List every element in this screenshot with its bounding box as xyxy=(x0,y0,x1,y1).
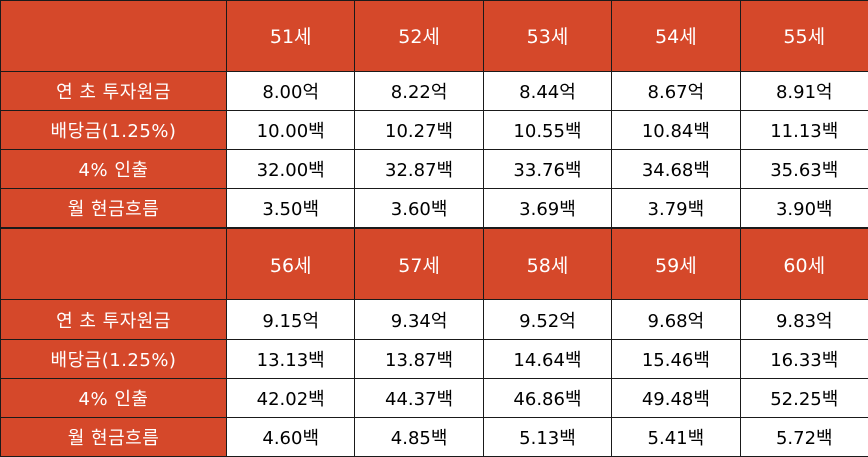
value-cell: 10.84백 xyxy=(611,110,741,151)
row-label: 배당금(1.25%) xyxy=(0,338,227,379)
value-cell: 9.83억 xyxy=(739,299,868,340)
row-label: 연 초 투자원금 xyxy=(0,299,227,340)
value-cell: 35.63백 xyxy=(739,149,868,190)
age-header-cell: 56세 xyxy=(225,227,356,301)
value-cell: 10.27백 xyxy=(354,110,484,151)
value-cell: 49.48백 xyxy=(611,377,741,418)
value-cell: 32.87백 xyxy=(354,149,484,190)
value-cell: 8.91억 xyxy=(739,70,868,112)
age-header-row: 56세 57세 58세 59세 60세 xyxy=(0,227,868,301)
value-cell: 11.13백 xyxy=(739,110,868,151)
value-cell: 34.68백 xyxy=(611,149,741,190)
value-cell: 9.68억 xyxy=(611,299,741,340)
table-row: 연 초 투자원금 8.00억 8.22억 8.44억 8.67억 8.91억 xyxy=(0,70,868,112)
value-cell: 3.79백 xyxy=(611,188,741,229)
age-header-cell: 54세 xyxy=(611,0,741,72)
corner-cell xyxy=(0,0,227,72)
value-cell: 8.44억 xyxy=(482,70,613,112)
value-cell: 16.33백 xyxy=(739,338,868,379)
age-header-row: 51세 52세 53세 54세 55세 xyxy=(0,0,868,72)
value-cell: 5.72백 xyxy=(739,416,868,457)
table-row: 4% 인출 32.00백 32.87백 33.76백 34.68백 35.63백 xyxy=(0,149,868,190)
table-row: 월 현금흐름 3.50백 3.60백 3.69백 3.79백 3.90백 xyxy=(0,188,868,229)
value-cell: 3.69백 xyxy=(482,188,613,229)
value-cell: 15.46백 xyxy=(611,338,741,379)
value-cell: 10.55백 xyxy=(482,110,613,151)
row-label: 4% 인출 xyxy=(0,377,227,418)
row-label: 4% 인출 xyxy=(0,149,227,190)
value-cell: 52.25백 xyxy=(739,377,868,418)
table-row: 연 초 투자원금 9.15억 9.34억 9.52억 9.68억 9.83억 xyxy=(0,299,868,340)
age-header-cell: 51세 xyxy=(225,0,356,72)
value-cell: 14.64백 xyxy=(482,338,613,379)
value-cell: 5.41백 xyxy=(611,416,741,457)
value-cell: 8.00억 xyxy=(225,70,356,112)
table-row: 4% 인출 42.02백 44.37백 46.86백 49.48백 52.25백 xyxy=(0,377,868,418)
row-label: 연 초 투자원금 xyxy=(0,70,227,112)
row-label: 배당금(1.25%) xyxy=(0,110,227,151)
age-header-cell: 58세 xyxy=(482,227,613,301)
value-cell: 3.60백 xyxy=(354,188,484,229)
row-label: 월 현금흐름 xyxy=(0,416,227,457)
value-cell: 8.67억 xyxy=(611,70,741,112)
value-cell: 4.85백 xyxy=(354,416,484,457)
value-cell: 3.90백 xyxy=(739,188,868,229)
value-cell: 4.60백 xyxy=(225,416,356,457)
value-cell: 3.50백 xyxy=(225,188,356,229)
row-label: 월 현금흐름 xyxy=(0,188,227,229)
age-header-cell: 59세 xyxy=(611,227,741,301)
age-header-cell: 53세 xyxy=(482,0,613,72)
value-cell: 5.13백 xyxy=(482,416,613,457)
value-cell: 9.15억 xyxy=(225,299,356,340)
corner-cell xyxy=(0,227,227,301)
value-cell: 13.13백 xyxy=(225,338,356,379)
age-header-cell: 52세 xyxy=(354,0,484,72)
age-header-cell: 57세 xyxy=(354,227,484,301)
value-cell: 10.00백 xyxy=(225,110,356,151)
value-cell: 32.00백 xyxy=(225,149,356,190)
value-cell: 9.52억 xyxy=(482,299,613,340)
value-cell: 44.37백 xyxy=(354,377,484,418)
value-cell: 46.86백 xyxy=(482,377,613,418)
age-header-cell: 55세 xyxy=(739,0,868,72)
table-row: 배당금(1.25%) 10.00백 10.27백 10.55백 10.84백 1… xyxy=(0,110,868,151)
value-cell: 42.02백 xyxy=(225,377,356,418)
value-cell: 13.87백 xyxy=(354,338,484,379)
value-cell: 9.34억 xyxy=(354,299,484,340)
age-header-cell: 60세 xyxy=(739,227,868,301)
value-cell: 33.76백 xyxy=(482,149,613,190)
table-row: 배당금(1.25%) 13.13백 13.87백 14.64백 15.46백 1… xyxy=(0,338,868,379)
table-row: 월 현금흐름 4.60백 4.85백 5.13백 5.41백 5.72백 xyxy=(0,416,868,457)
value-cell: 8.22억 xyxy=(354,70,484,112)
